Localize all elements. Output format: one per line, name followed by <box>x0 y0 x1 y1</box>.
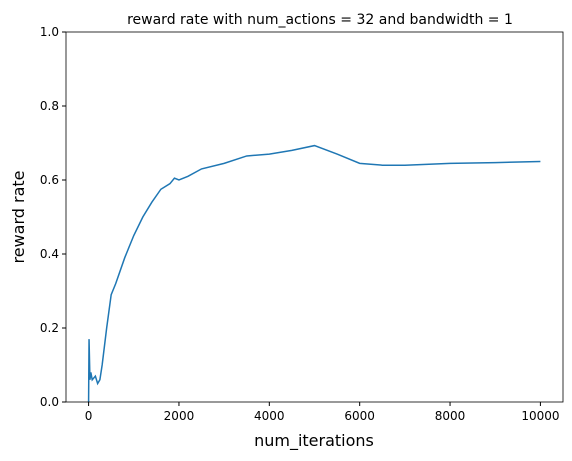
y-tick-label: 0.2 <box>40 321 59 335</box>
x-tick-label: 6000 <box>344 409 375 423</box>
y-axis-label: reward rate <box>9 171 28 264</box>
x-tick-label: 0 <box>85 409 93 423</box>
y-tick-label: 0.6 <box>40 173 59 187</box>
y-tick-label: 0.0 <box>40 395 59 409</box>
x-tick-label: 8000 <box>435 409 466 423</box>
y-tick-label: 0.8 <box>40 99 59 113</box>
line <box>87 144 541 403</box>
x-axis-label: num_iterations <box>254 431 374 451</box>
x-tick-label: 10000 <box>521 409 559 423</box>
y-tick-label: 1.0 <box>40 25 59 39</box>
plot-frame <box>65 31 564 403</box>
y-tick-label: 0.4 <box>40 247 59 261</box>
chart-title: reward rate with num_actions = 32 and ba… <box>127 12 513 28</box>
x-tick-label: 4000 <box>254 409 285 423</box>
x-tick-label: 2000 <box>164 409 195 423</box>
